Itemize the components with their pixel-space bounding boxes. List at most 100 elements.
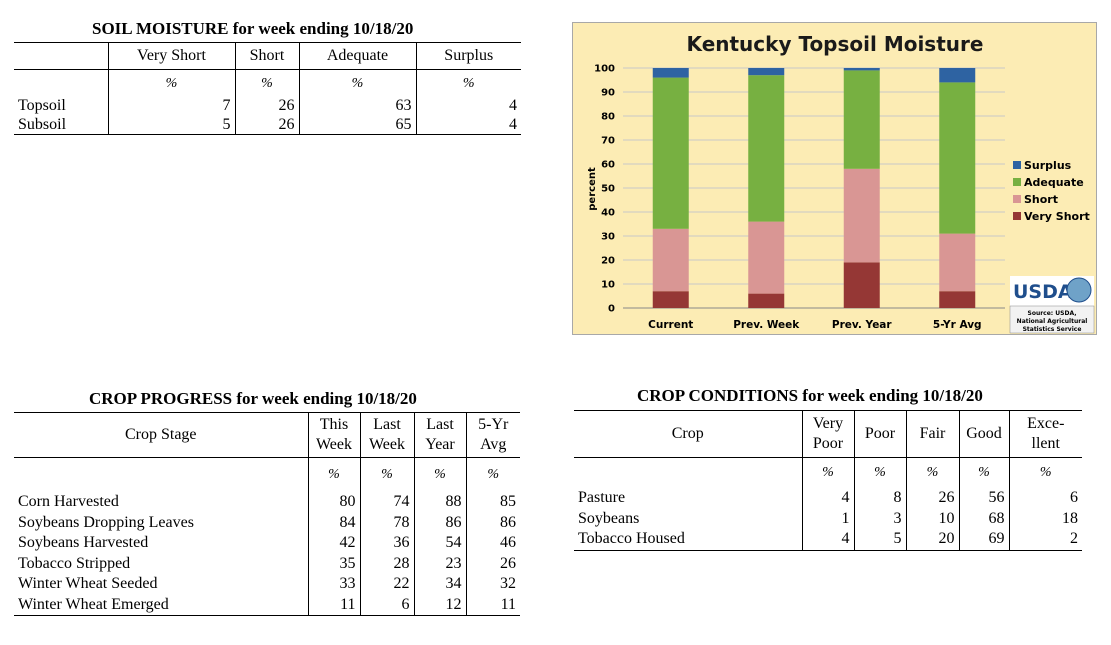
cell-value: 54 <box>413 533 466 554</box>
y-axis-label: percent <box>587 167 598 211</box>
bar-segment <box>843 68 880 71</box>
y-tick-label: 30 <box>601 232 615 243</box>
soil-header-blank <box>14 42 108 70</box>
x-tick-label: Current <box>648 319 693 331</box>
cell-value: 88 <box>413 492 466 513</box>
cell-value: 65 <box>298 115 416 135</box>
cell-value: 4 <box>801 488 854 509</box>
row-label: Tobacco Stripped <box>18 554 131 572</box>
bar-segment <box>748 293 785 308</box>
table-row: Corn Harvested 80 74 88 85 <box>14 492 520 513</box>
crop-conditions-table: Crop Very Poor Poor Fair Good Exce-llent … <box>574 410 1082 551</box>
cell-value: 34 <box>413 574 466 595</box>
cell-value: 7 <box>107 96 235 115</box>
cell-value: 68 <box>958 508 1009 529</box>
row-label: Soybeans Harvested <box>18 534 149 552</box>
y-tick-label: 60 <box>601 160 615 171</box>
cell-value: 86 <box>413 512 466 533</box>
cell-value: 85 <box>465 492 520 513</box>
bar-segment <box>748 75 785 222</box>
unit-label: % <box>359 457 414 492</box>
y-tick-label: 90 <box>601 88 615 99</box>
cell-value: 1 <box>801 508 854 529</box>
y-tick-label: 40 <box>601 208 615 219</box>
table-row: Soybeans Harvested 42 36 54 46 <box>14 533 520 554</box>
soil-header-row: Very Short Short Adequate Surplus <box>14 42 521 70</box>
conditions-col-header: Fair <box>905 410 959 458</box>
y-tick-label: 0 <box>608 304 615 315</box>
chart-title: Kentucky Topsoil Moisture <box>687 32 984 56</box>
cell-value: 26 <box>234 115 299 135</box>
y-tick-label: 80 <box>601 112 615 123</box>
bar-segment <box>843 262 880 308</box>
cell-value: 11 <box>307 594 360 616</box>
bar-segment <box>652 228 689 292</box>
crop-progress-title: CROP PROGRESS for week ending 10/18/20 <box>89 389 417 408</box>
soil-col-header: Adequate <box>298 42 416 70</box>
table-row: Pasture 4 8 26 56 6 <box>574 488 1082 509</box>
bar-segment <box>939 68 976 83</box>
progress-col-header: 5-Yr Avg <box>465 412 520 458</box>
row-label: Winter Wheat Emerged <box>14 594 308 616</box>
cell-value: 32 <box>465 574 520 595</box>
progress-header-row: Crop Stage This Week Last Week Last Year 5-… <box>14 412 520 458</box>
soil-col-header: Very Short <box>107 42 235 70</box>
bar-segment <box>748 68 785 76</box>
table-row: Topsoil 7 26 63 4 <box>14 96 521 115</box>
topsoil-moisture-chart: Kentucky Topsoil Moisture percent 0 10 20 3… <box>572 22 1097 335</box>
conditions-col-header: Good <box>958 410 1009 458</box>
cell-value: 2 <box>1008 529 1082 551</box>
cell-value: 86 <box>465 512 520 533</box>
cell-value: 56 <box>958 488 1009 509</box>
cell-value: 4 <box>415 115 521 135</box>
cell-value: 69 <box>958 529 1009 551</box>
legend-label: Adequate <box>1024 176 1084 189</box>
bars <box>652 68 976 308</box>
unit-label: % <box>413 457 466 492</box>
usda-logo-text: USDA <box>1013 281 1073 303</box>
bar-segment <box>748 221 785 294</box>
cell-value: 6 <box>1008 488 1082 509</box>
legend: Surplus Adequate Short Very Short <box>1013 159 1090 223</box>
unit-label: % <box>853 457 906 488</box>
cell-value: 5 <box>107 115 235 135</box>
table-row: Winter Wheat Seeded 33 22 34 32 <box>14 574 520 595</box>
cell-value: 36 <box>359 533 414 554</box>
cell-value: 35 <box>307 553 360 574</box>
conditions-header-row: Crop Very Poor Poor Fair Good Exce-llent <box>574 410 1082 458</box>
cell-value: 22 <box>359 574 414 595</box>
bar-segment <box>652 291 689 308</box>
x-tick-label: Prev. Year <box>832 319 892 331</box>
bar-segment <box>843 168 880 263</box>
legend-swatch <box>1013 178 1021 186</box>
source-line: Statistics Service <box>1023 326 1082 333</box>
usda-seal-icon <box>1066 277 1092 303</box>
cell-value: 84 <box>307 512 360 533</box>
legend-swatch <box>1013 212 1021 220</box>
cell-value: 4 <box>415 96 521 115</box>
conditions-units-row: % % % % % <box>574 457 1082 488</box>
soil-col-header: Short <box>234 42 299 70</box>
cell-value: 11 <box>465 594 520 616</box>
conditions-col-header: Very Poor <box>801 410 854 458</box>
crop-stage-header: Crop Stage <box>14 412 308 458</box>
y-tick-label: 100 <box>594 64 615 75</box>
crop-conditions-title: CROP CONDITIONS for week ending 10/18/20 <box>637 386 983 405</box>
table-row: Tobacco Stripped 35 28 23 26 <box>14 553 520 574</box>
cell-value: 46 <box>465 533 520 554</box>
cell-value: 26 <box>905 488 959 509</box>
y-tick-label: 70 <box>601 136 615 147</box>
cell-value: 10 <box>905 508 959 529</box>
cell-value: 33 <box>307 574 360 595</box>
cell-value: 80 <box>307 492 360 513</box>
table-row: Soybeans Dropping Leaves 84 78 86 86 <box>14 512 520 533</box>
row-label: Corn Harvested <box>18 493 119 511</box>
source-line: Source: USDA, <box>1028 310 1077 317</box>
bar-segment <box>939 233 976 292</box>
unit-label: % <box>905 457 959 488</box>
cell-value: 6 <box>359 594 414 616</box>
conditions-col-header: Poor <box>853 410 906 458</box>
legend-label: Very Short <box>1024 210 1090 223</box>
y-tick-labels: 0 10 20 30 40 50 60 70 80 90 100 <box>594 64 615 315</box>
cell-value: 42 <box>307 533 360 554</box>
